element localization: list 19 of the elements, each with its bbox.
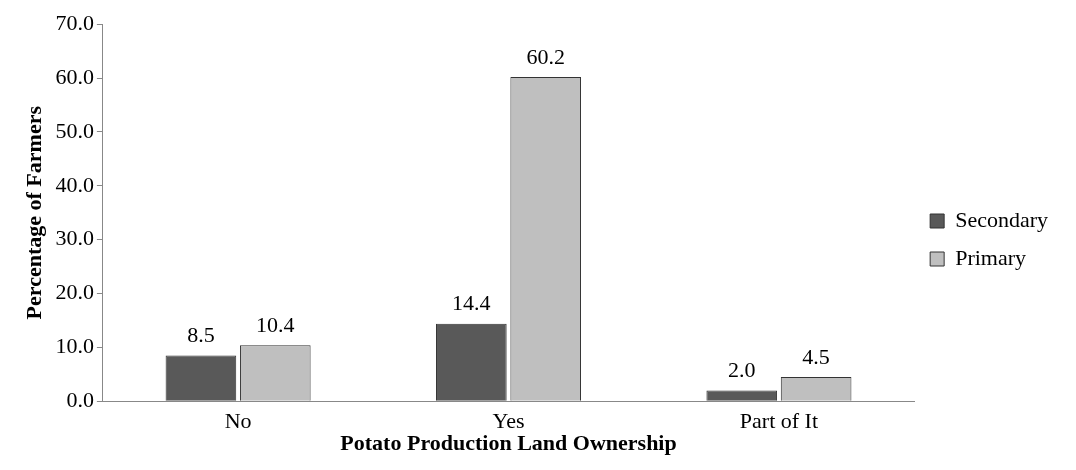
y-tick-label: 10.0 xyxy=(55,333,94,359)
data-label: 60.2 xyxy=(526,43,565,69)
x-tick-label: Part of It xyxy=(739,408,819,434)
data-label: 4.5 xyxy=(802,343,830,369)
y-tick-label: 40.0 xyxy=(55,171,94,197)
y-tick-label: 30.0 xyxy=(55,225,94,251)
y-tick-label: 0.0 xyxy=(66,386,94,412)
legend-label: Primary xyxy=(955,244,1027,270)
y-tick-label: 50.0 xyxy=(55,117,94,143)
data-label: 14.4 xyxy=(452,290,491,316)
data-label: 8.5 xyxy=(187,322,215,348)
x-tick-label: No xyxy=(224,408,252,434)
y-tick-label: 20.0 xyxy=(55,279,94,305)
legend-label: Secondary xyxy=(955,206,1048,232)
data-label: 2.0 xyxy=(728,357,756,383)
y-tick-label: 60.0 xyxy=(55,63,94,89)
y-axis-title: Percentage of Farmers xyxy=(20,105,46,320)
data-label: 10.4 xyxy=(256,311,295,337)
y-tick-label: 70.0 xyxy=(55,9,94,35)
